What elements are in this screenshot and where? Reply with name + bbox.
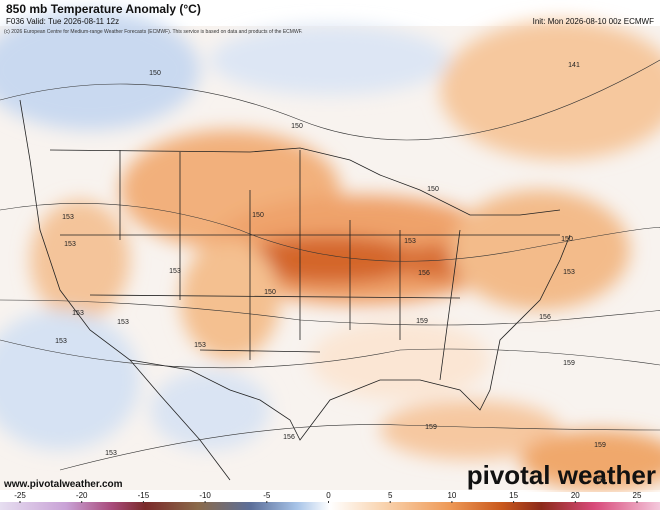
contour-label: 153 <box>404 238 416 245</box>
contour-label: 159 <box>563 360 575 367</box>
contour-label: 153 <box>563 269 575 276</box>
contour-label: 153 <box>62 214 74 221</box>
valid-time: F036 Valid: Tue 2026-08-11 12z <box>6 17 119 26</box>
contour-label: 150 <box>561 236 573 243</box>
boundaries <box>19 99 571 481</box>
contour-label: 156 <box>283 434 295 441</box>
credit: (c) 2026 European Centre for Medium-rang… <box>4 29 303 35</box>
contour-labels: 150 150 141 153 150 150 153 153 150 156 153 150 153 1… <box>55 62 606 484</box>
colorbar-tick-label: -10 <box>199 491 211 500</box>
colorbar-tick-label: -20 <box>76 491 88 500</box>
colorbar-tick-label: 20 <box>571 491 580 500</box>
colorbar <box>0 502 660 510</box>
contour-label: 153 <box>64 241 76 248</box>
contour-label: 156 <box>594 477 606 484</box>
contour-label: 150 <box>264 289 276 296</box>
brand-watermark: pivotal weather <box>467 460 656 490</box>
contour-label: 153 <box>169 268 181 275</box>
colorbar-ticks: -25 -20 -15 -10 -5 0 5 10 15 20 25 <box>14 491 642 503</box>
contour-label: 153 <box>72 310 84 317</box>
map-title: 850 mb Temperature Anomaly (°C) <box>6 2 201 16</box>
contour-label: 141 <box>568 62 580 69</box>
colorbar-tick-label: -25 <box>14 491 26 500</box>
colorbar-tick-label: 5 <box>388 491 393 500</box>
contour-label: 156 <box>418 270 430 277</box>
website: www.pivotalweather.com <box>3 479 123 490</box>
colorbar-tick-label: -5 <box>263 491 271 500</box>
contour-label: 153 <box>105 450 117 457</box>
contour-label: 150 <box>291 123 303 130</box>
init-time: Init: Mon 2026-08-10 00z ECMWF <box>533 17 654 26</box>
contour-label: 156 <box>539 314 551 321</box>
contour-label: 153 <box>55 338 67 345</box>
height-contours <box>0 59 660 471</box>
anomaly-field <box>0 10 660 490</box>
colorbar-tick-label: -15 <box>138 491 150 500</box>
contour-label: 153 <box>194 342 206 349</box>
contour-label: 150 <box>252 212 264 219</box>
contour-label: 159 <box>594 442 606 449</box>
contour-label: 159 <box>416 318 428 325</box>
colorbar-tick-label: 15 <box>509 491 518 500</box>
contour-label: 159 <box>425 424 437 431</box>
colorbar-tick-label: 25 <box>633 491 642 500</box>
colorbar-tick-label: 10 <box>447 491 456 500</box>
colorbar-tick-label: 0 <box>326 491 331 500</box>
contour-label: 150 <box>427 186 439 193</box>
contour-label: 150 <box>149 70 161 77</box>
contour-label: 153 <box>117 319 129 326</box>
